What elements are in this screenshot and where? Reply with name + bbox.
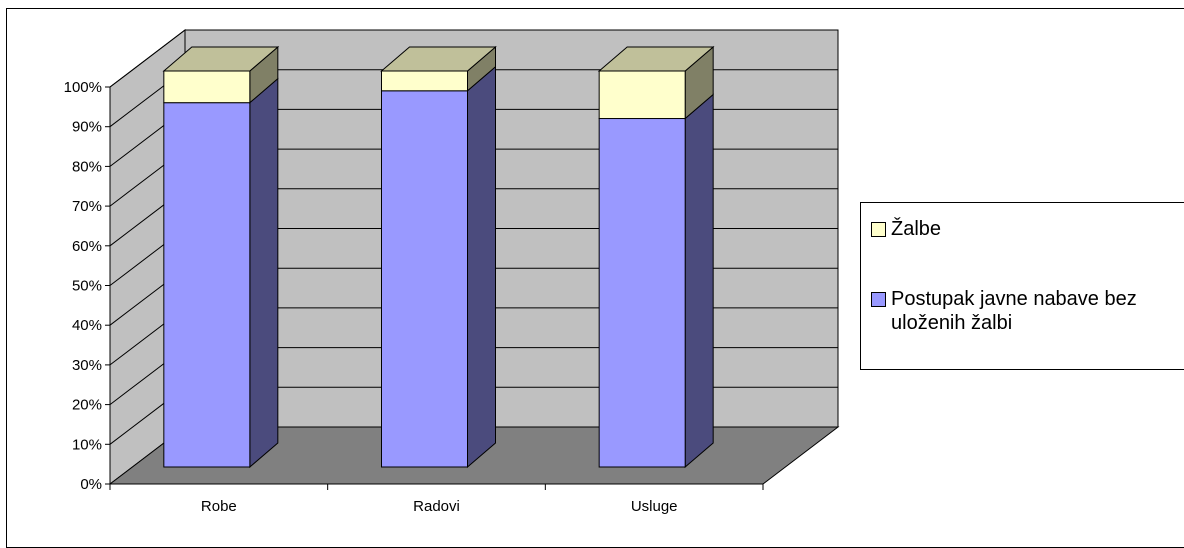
y-tick-label: 20% (72, 397, 102, 414)
y-tick-label: 60% (72, 238, 102, 255)
bar-zalbe (381, 70, 468, 92)
bar-top-zalbe (380, 46, 497, 72)
y-tick-label: 70% (72, 198, 102, 215)
x-tick-label: Robe (201, 498, 237, 515)
y-tick-label: 30% (72, 357, 102, 374)
bar-zalbe (598, 70, 686, 120)
y-tick-label: 100% (64, 79, 102, 96)
legend-label-zalbe: Žalbe (891, 218, 942, 240)
bar-side-bez-zalbi (684, 93, 714, 469)
legend-item-zalbe: Žalbe (871, 217, 1184, 241)
bar-bez-zalbi (381, 90, 468, 468)
chart-plot: 0% 10% 20% 30% 40% 50% 60% 70% 80% 90% 100% Robe Rad… (64, 28, 840, 515)
gridline (109, 29, 838, 88)
legend-swatch-bez-zalbi (871, 292, 886, 307)
bar-bez-zalbi (163, 102, 251, 468)
bar-zalbe (163, 70, 251, 104)
y-tick-label: 90% (72, 119, 102, 136)
x-tick-label: Usluge (631, 498, 678, 515)
y-tick-label: 50% (72, 278, 102, 295)
y-tick-label: 40% (72, 317, 102, 334)
y-tick-label: 0% (80, 476, 102, 493)
legend-item-bez-zalbi: Postupak javne nabave bez uloženih žalbi (871, 287, 1184, 335)
y-tick-label: 80% (72, 158, 102, 175)
legend: Žalbe Postupak javne nabave bez uloženih… (860, 202, 1184, 370)
x-tick-label: Radovi (413, 498, 460, 515)
y-tick-label: 10% (72, 436, 102, 453)
bar-side-bez-zalbi (467, 65, 496, 469)
bar-top-zalbe (597, 46, 715, 72)
bar-side-bez-zalbi (249, 77, 279, 469)
legend-label-bez-zalbi: Postupak javne nabave bez uloženih žalbi (891, 288, 1137, 334)
legend-swatch-zalbe (871, 222, 886, 237)
bar-top-zalbe (162, 46, 280, 72)
bar-bez-zalbi (598, 118, 686, 468)
